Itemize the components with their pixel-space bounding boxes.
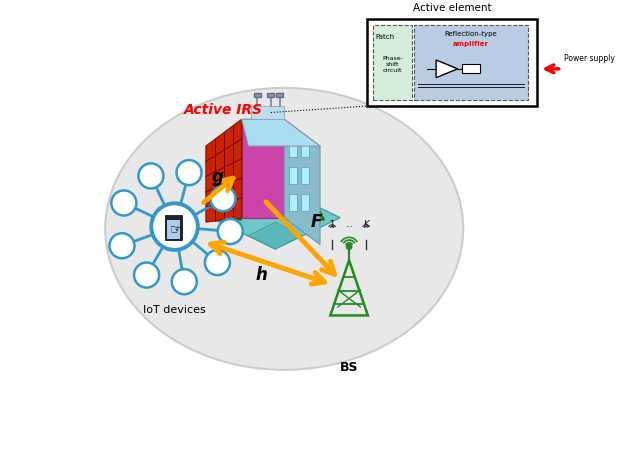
Text: amplifier: amplifier <box>453 41 489 47</box>
Circle shape <box>346 244 352 249</box>
Text: h: h <box>255 266 267 284</box>
Bar <box>289 167 297 184</box>
Text: Phase-
shift
circuit: Phase- shift circuit <box>382 56 403 73</box>
Circle shape <box>111 190 136 216</box>
Text: g: g <box>212 168 223 186</box>
Polygon shape <box>436 60 458 78</box>
Polygon shape <box>284 119 320 245</box>
Text: F: F <box>311 212 323 231</box>
Circle shape <box>138 163 163 188</box>
Polygon shape <box>211 186 340 249</box>
FancyBboxPatch shape <box>414 25 528 100</box>
Circle shape <box>172 269 197 294</box>
Bar <box>276 93 284 97</box>
Polygon shape <box>206 119 242 222</box>
Bar <box>242 119 284 217</box>
Text: Active IRS: Active IRS <box>184 103 263 117</box>
Bar <box>166 220 180 239</box>
Bar <box>301 167 309 184</box>
FancyBboxPatch shape <box>373 25 412 100</box>
Text: 1: 1 <box>330 220 335 229</box>
Bar <box>289 140 297 157</box>
FancyBboxPatch shape <box>367 19 537 106</box>
Text: Reflection-type: Reflection-type <box>445 31 497 37</box>
Polygon shape <box>242 119 320 146</box>
Bar <box>289 194 297 211</box>
Text: BS: BS <box>340 361 358 374</box>
Circle shape <box>177 160 202 185</box>
Circle shape <box>211 186 236 211</box>
Text: ☞: ☞ <box>170 222 182 236</box>
Bar <box>267 93 275 97</box>
Bar <box>251 106 284 119</box>
Circle shape <box>218 219 243 244</box>
Ellipse shape <box>105 88 463 370</box>
Circle shape <box>205 250 230 275</box>
Text: Power supply: Power supply <box>564 54 615 64</box>
Bar <box>301 140 309 157</box>
Polygon shape <box>302 197 324 220</box>
Text: Active element: Active element <box>413 3 492 13</box>
Text: IoT devices: IoT devices <box>143 305 206 315</box>
Text: Patch: Patch <box>375 34 394 40</box>
Text: ...: ... <box>345 220 353 229</box>
Circle shape <box>134 262 159 287</box>
Bar <box>462 64 480 73</box>
Circle shape <box>151 203 198 250</box>
Bar <box>164 216 182 240</box>
Polygon shape <box>220 197 242 220</box>
Polygon shape <box>248 222 302 249</box>
Bar <box>254 93 261 97</box>
Circle shape <box>109 233 134 258</box>
Bar <box>301 194 309 211</box>
Text: K: K <box>364 220 369 229</box>
